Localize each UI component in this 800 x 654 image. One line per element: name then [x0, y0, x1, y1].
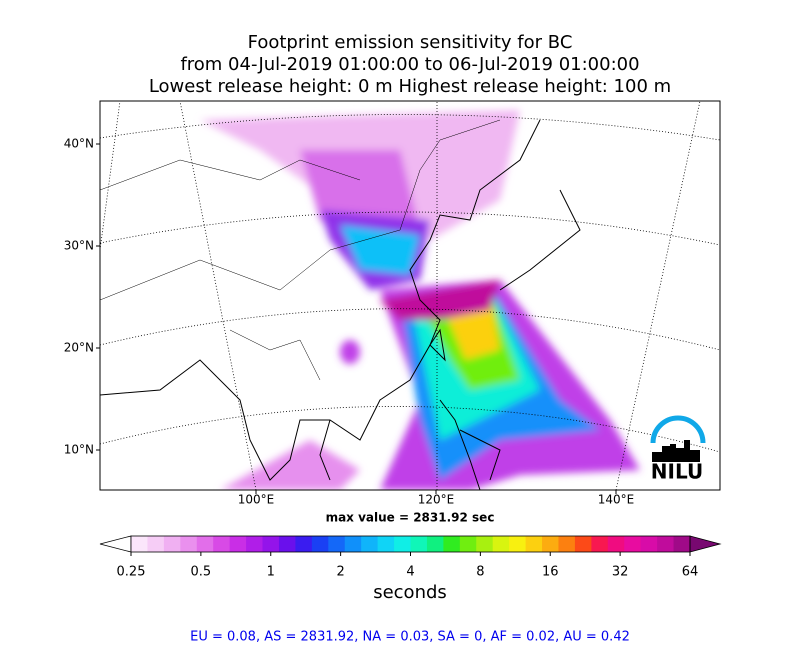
colorbar-cell: [476, 536, 494, 552]
colorbar-tick-label: 0.25: [117, 565, 146, 580]
max-value: max value = 2831.92 sec: [326, 511, 495, 525]
colorbar-cell: [344, 536, 362, 552]
colorbar-cell: [657, 536, 675, 552]
colorbar-extend-high: [689, 535, 722, 553]
plume: [200, 110, 640, 490]
colorbar-tick-label: 64: [682, 565, 699, 580]
footer-stats: EU = 0.08, AS = 2831.92, NA = 0.03, SA =…: [190, 630, 630, 645]
colorbar-cell: [262, 536, 280, 552]
colorbar-cell: [295, 536, 313, 552]
colorbar-cell: [213, 536, 231, 552]
map-frame: [99, 100, 721, 491]
lat-tick-label: 40°N: [64, 137, 94, 151]
colorbar-tick-label: 1: [267, 565, 275, 580]
colorbar-cell: [131, 536, 148, 552]
nilu-logo: NILU: [650, 415, 706, 484]
colorbar-cell: [278, 536, 296, 552]
colorbar-cell: [147, 536, 165, 552]
colorbar-cell: [443, 536, 461, 552]
title-line: Lowest release height: 0 m Highest relea…: [149, 76, 671, 97]
colorbar-tick-label: 32: [612, 565, 629, 580]
colorbar-cell: [542, 536, 559, 552]
colorbar-cell: [394, 536, 411, 552]
colorbar-cell: [361, 536, 379, 552]
colorbar-cell: [558, 536, 576, 552]
colorbar-tick-label: 0.5: [191, 565, 212, 580]
logo-arc: [650, 415, 706, 444]
colorbar-cell: [163, 536, 181, 552]
colorbar: 0.25 0.5 1 2 4 8 16 32 64: [99, 535, 722, 580]
title-line: from 04-Jul-2019 01:00:00 to 06-Jul-2019…: [180, 54, 639, 75]
lat-tick-label: 20°N: [64, 341, 94, 355]
colorbar-cell: [459, 536, 477, 552]
colorbar-cell: [180, 536, 198, 552]
lon-tick-label: 120°E: [418, 493, 455, 507]
colorbar-cell: [410, 536, 428, 552]
colorbar-tick-label: 8: [476, 565, 484, 580]
lat-tick-label: 10°N: [64, 443, 94, 457]
title-line: Footprint emission sensitivity for BC: [248, 32, 573, 53]
coastlines: [100, 119, 581, 490]
colorbar-cell: [492, 536, 510, 552]
colorbar-tick-label: 4: [406, 565, 414, 580]
colorbar-extend-low: [99, 535, 132, 553]
lat-tick-label: 30°N: [64, 239, 94, 253]
colorbar-cell: [591, 536, 609, 552]
colorbar-cell: [574, 536, 592, 552]
colorbar-cell: [311, 536, 329, 552]
colorbar-cell: [640, 536, 658, 552]
colorbar-cell: [246, 536, 264, 552]
lon-tick-label: 100°E: [238, 493, 275, 507]
map-area: [100, 101, 720, 490]
graticule: [100, 101, 720, 490]
logo-skyline: [652, 440, 700, 462]
colorbar-cell: [624, 536, 642, 552]
colorbar-cell: [196, 536, 214, 552]
colorbar-cell: [426, 536, 444, 552]
colorbar-cell: [229, 536, 247, 552]
colorbar-cell: [377, 536, 395, 552]
colorbar-cell: [525, 536, 543, 552]
colorbar-cell: [607, 536, 625, 552]
logo-text: NILU: [651, 460, 703, 484]
lon-tick-label: 140°E: [598, 493, 635, 507]
colorbar-label: seconds: [373, 582, 447, 603]
colorbar-cell: [509, 536, 527, 552]
colorbar-tick-label: 16: [542, 565, 559, 580]
colorbar-tick-label: 2: [336, 565, 344, 580]
colorbar-cell: [673, 536, 691, 552]
colorbar-cell: [328, 536, 346, 552]
